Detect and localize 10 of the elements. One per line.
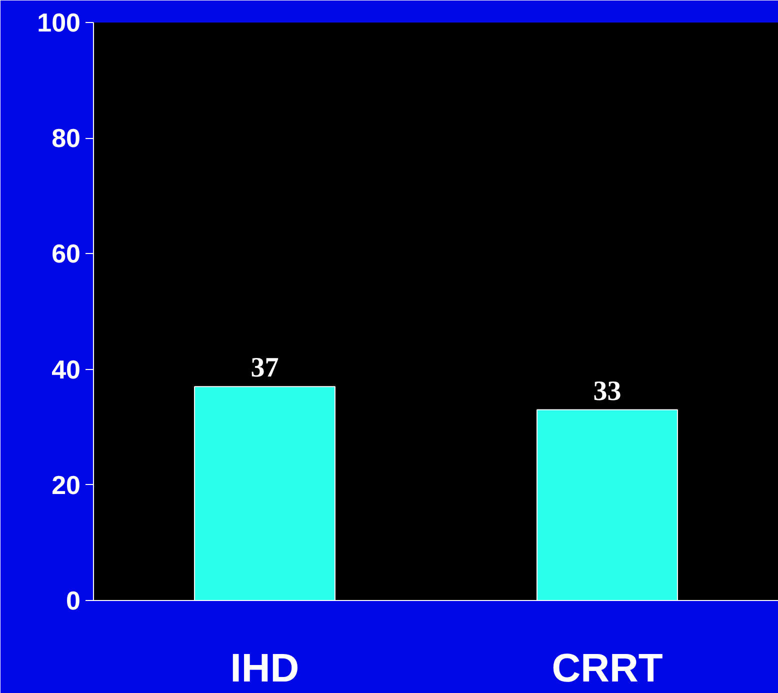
y-tick-label: 40 (52, 354, 80, 384)
data-label: 37 (250, 352, 279, 384)
x-tick-label: IHD (230, 646, 300, 690)
y-tick-label: 60 (52, 238, 80, 269)
x-tick-label: CRRT (552, 646, 663, 690)
y-tick-label: 0 (66, 586, 81, 616)
data-label: 33 (593, 376, 622, 407)
y-tick-label: 100 (37, 8, 81, 38)
y-tick-label: 80 (52, 123, 80, 154)
y-tick-label: 20 (52, 470, 80, 500)
